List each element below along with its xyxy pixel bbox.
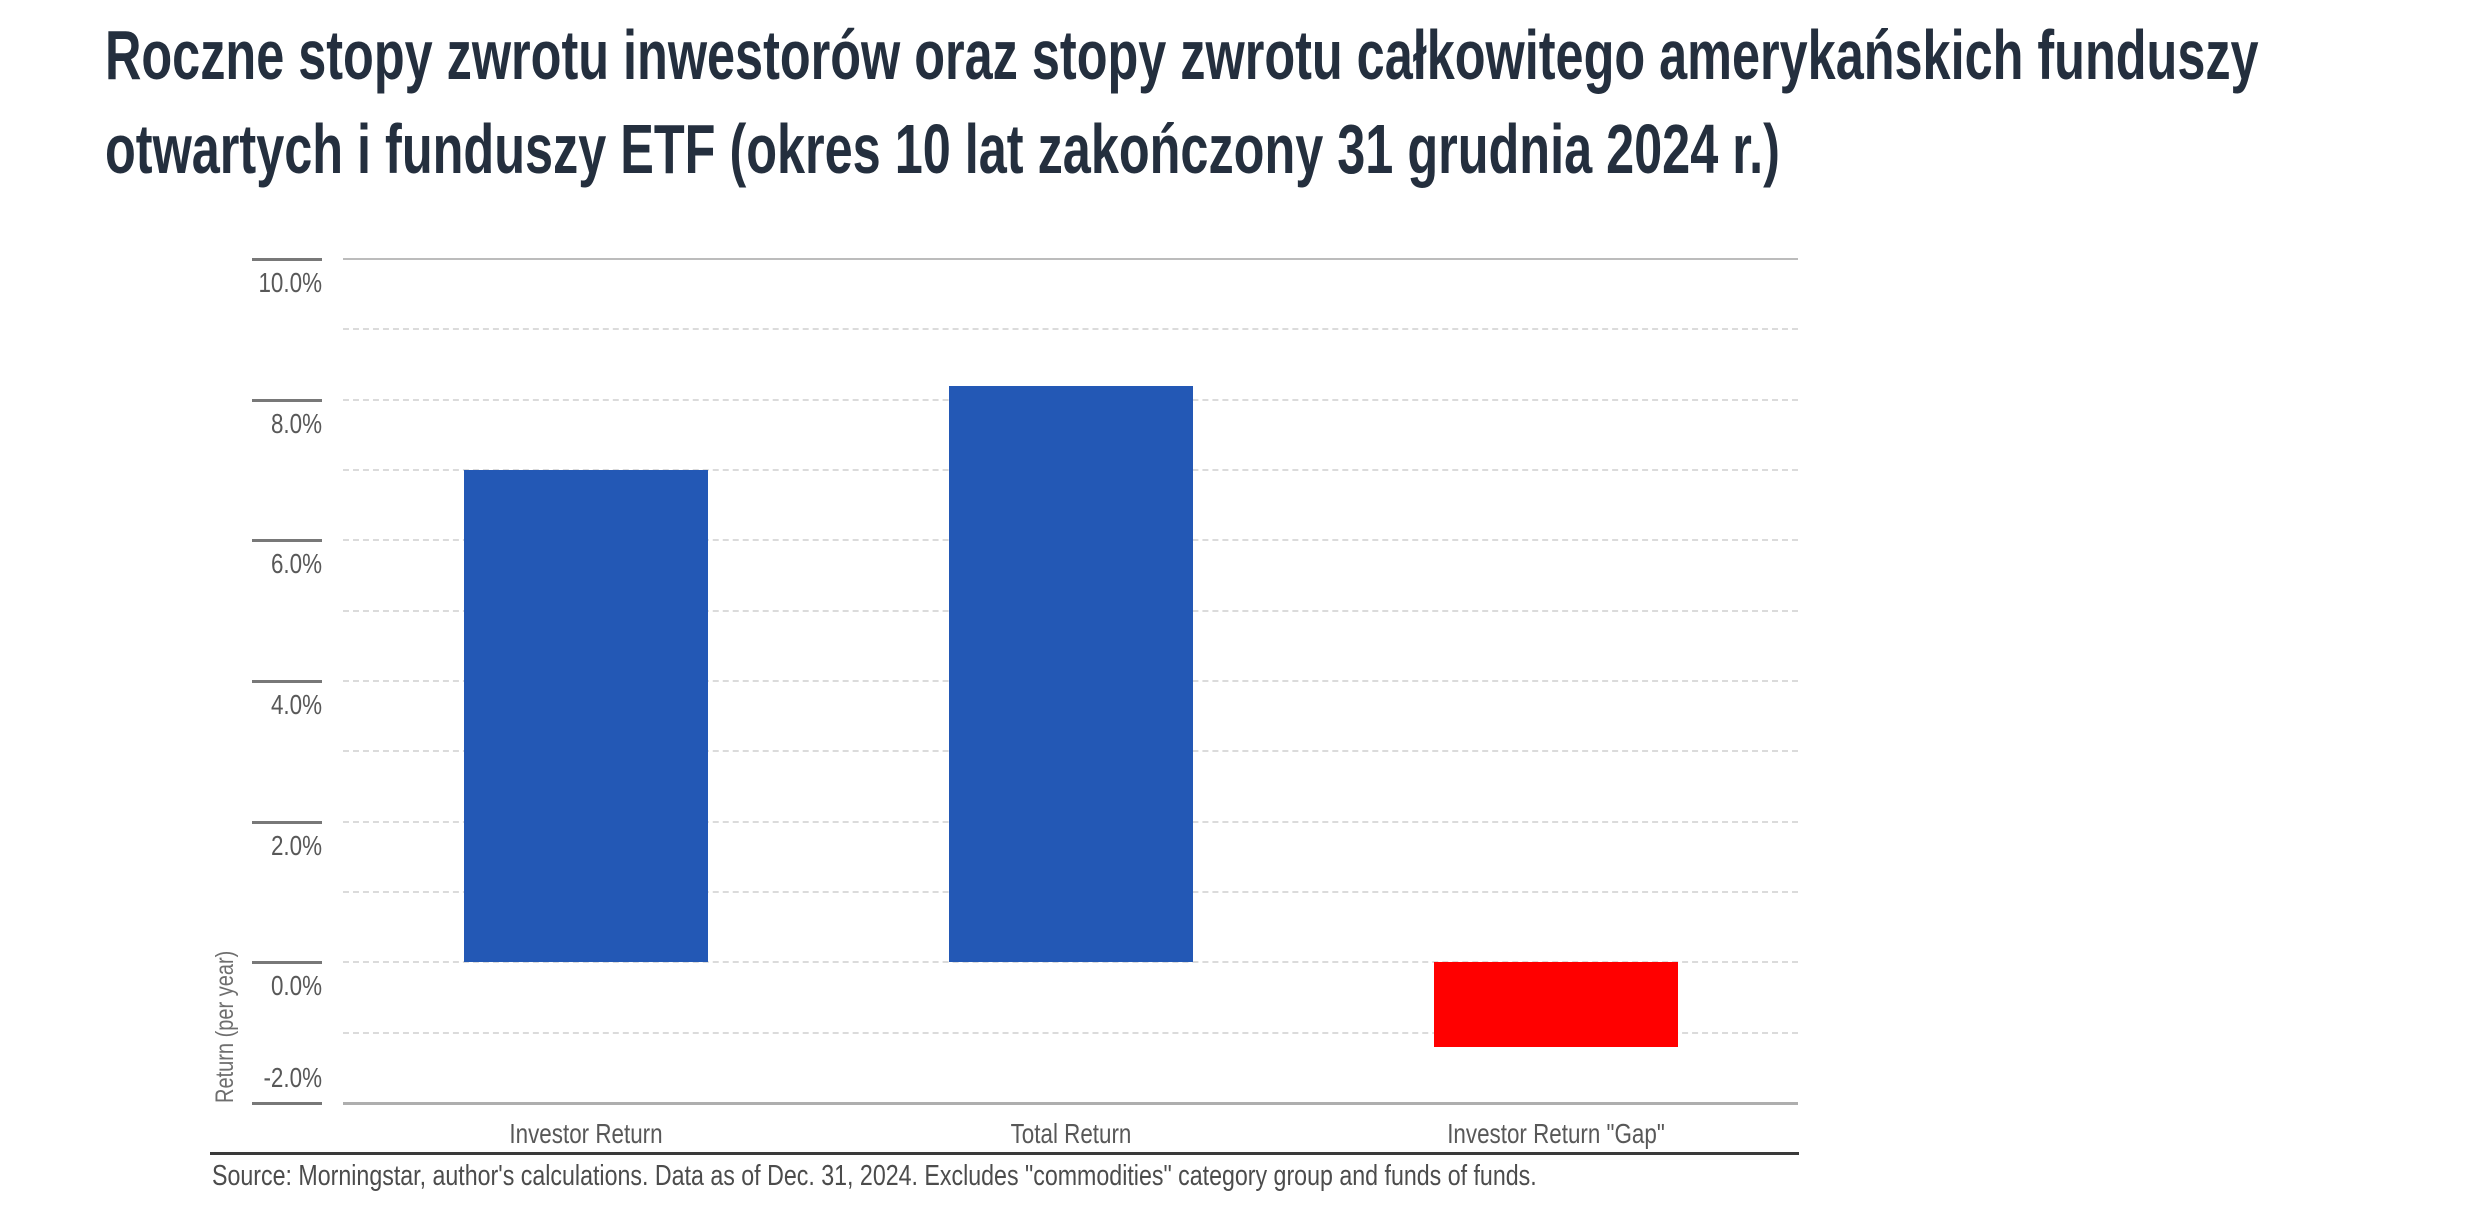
y-tick-0pct: [252, 961, 322, 965]
y-tick-label-8pct: 8.0%: [270, 407, 322, 439]
y-tick-label-0pct: 0.0%: [270, 970, 322, 1002]
y-tick-label-2pct: 2.0%: [270, 829, 322, 861]
gridline-0pct: [343, 961, 1798, 964]
y-tick-label-6pct: 6.0%: [270, 548, 322, 580]
source-note: Source: Morningstar, author's calculatio…: [212, 1160, 1537, 1192]
gridline-9pct: [343, 328, 1798, 331]
y-tick-label--2pct: -2.0%: [263, 1062, 322, 1093]
y-tick-10pct: [252, 258, 322, 261]
bar-investor-return-gap: [1433, 962, 1678, 1047]
y-tick-label-10pct: 10.0%: [258, 267, 322, 298]
gridline--1pct: [343, 1031, 1798, 1034]
bar-investor-return: [463, 470, 708, 963]
bar-total-return: [948, 385, 1193, 963]
footer-divider: [210, 1152, 1799, 1155]
page-title-line-2: otwartych i funduszy ETF (okres 10 lat z…: [105, 110, 1780, 188]
page-title: Roczne stopy zwrotu inwestorów oraz stop…: [105, 8, 2465, 196]
y-tick-2pct: [252, 820, 322, 824]
y-tick-4pct: [252, 680, 322, 683]
x-axis-label-investor-return-gap: Investor Return "Gap": [1446, 1118, 1665, 1149]
x-axis-line: [343, 1102, 1798, 1105]
y-tick-6pct: [252, 539, 322, 543]
y-axis-title: Return (per year): [211, 950, 239, 1103]
y-tick-label-4pct: 4.0%: [270, 689, 322, 720]
x-axis-label-total-return: Total Return: [1010, 1118, 1131, 1149]
y-tick--2pct: [252, 1102, 322, 1105]
x-axis-label-investor-return: Investor Return: [508, 1118, 663, 1149]
plot-top-border: [343, 258, 1798, 260]
y-tick-8pct: [252, 398, 322, 402]
